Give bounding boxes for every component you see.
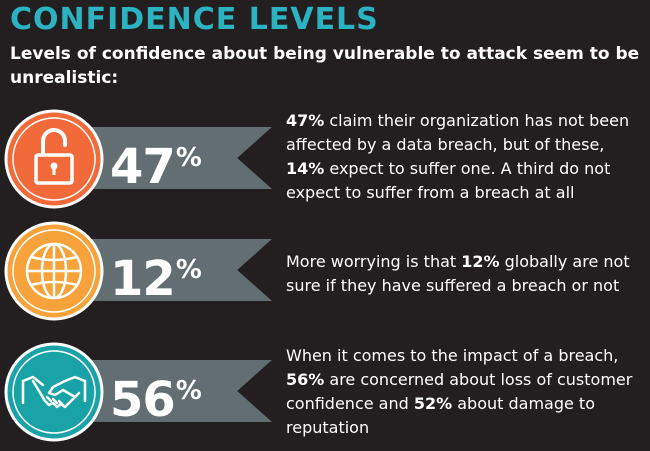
- page-title: CONFIDENCE LEVELS: [10, 2, 379, 37]
- stat-badge: [3, 341, 105, 443]
- stat-badge: [3, 220, 105, 322]
- stat-row-breach-unsure: 12% More worrying is that 12% globally a…: [0, 212, 650, 322]
- stat-row-impact-concern: 56% When it comes to the impact of a bre…: [0, 333, 650, 443]
- handshake-icon: [4, 342, 104, 442]
- stat-description: When it comes to the impact of a breach,…: [286, 346, 633, 437]
- stat-percentage: 56%: [110, 372, 202, 428]
- stat-badge: [3, 108, 105, 210]
- stat-percentage: 47%: [110, 139, 202, 195]
- stat-row-breach-unaffected: 47% 47% claim their organization has not…: [0, 100, 650, 210]
- stat-description: More worrying is that 12% globally are n…: [286, 252, 630, 295]
- stat-description: 47% claim their organization has not bee…: [286, 111, 630, 202]
- unlocked-padlock-icon: [4, 109, 104, 209]
- page-subtitle: Levels of confidence about being vulnera…: [10, 44, 640, 88]
- stat-percentage: 12%: [110, 251, 202, 307]
- globe-icon: [4, 221, 104, 321]
